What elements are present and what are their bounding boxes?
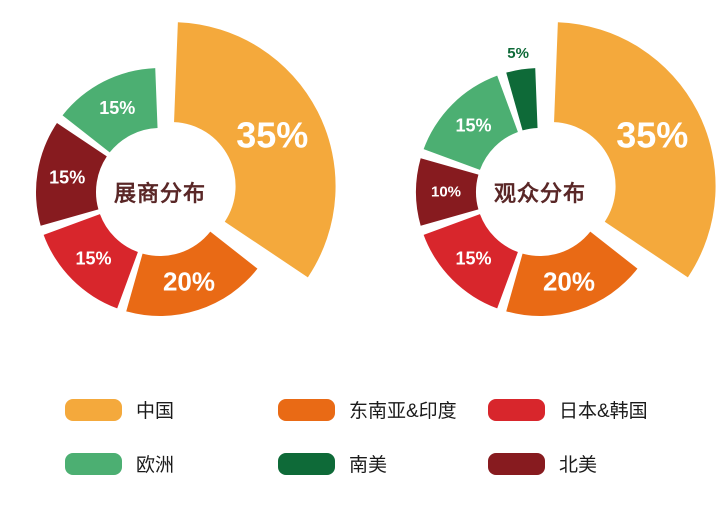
visitor-donut-svg: 35% 20% 15% 10% 15% 5% [415,22,716,317]
europe-color-swatch [65,452,122,475]
slice-percent-label: 15% [99,98,135,118]
sea-india-color-swatch [278,398,335,421]
legend-label-south-america: 南美 [349,455,388,476]
donut-slice [415,158,479,226]
slice-percent-label: 35% [236,114,308,155]
legend-item-europe: 欧洲 [65,450,278,477]
legend-label-europe: 欧洲 [136,455,175,476]
slice-percent-label: 15% [49,167,85,187]
visitor-chart-title: 观众分布 [493,181,587,206]
exhibitor-donut-svg: 35% 20% 15% 15% 15% [35,22,336,317]
south-america-color-swatch [278,452,335,475]
exhibitor-distribution-chart: 35% 20% 15% 15% 15% 展商分布 [0,0,360,372]
north-america-color-swatch [488,452,545,475]
donut-slice [174,22,336,278]
legend-item-japan-korea: 日本&韩国 [488,396,720,423]
donut-slice [423,75,518,170]
donut-slice [43,214,138,309]
exhibitor-chart-title: 展商分布 [113,181,207,206]
donut-slice [506,231,638,317]
slice-percent-label: 15% [455,116,491,136]
donut-slice [62,68,158,153]
legend-label-china: 中国 [136,401,175,422]
donut-slice [423,214,518,309]
slice-percent-label: 35% [616,114,688,155]
legend-item-sea-india: 东南亚&印度 [278,396,488,423]
slice-percent-label: 15% [455,249,491,269]
donut-slice [126,231,258,317]
donut-slice [506,68,538,131]
visitor-distribution-chart: 35% 20% 15% 10% 15% 5% 观众分布 [360,0,720,372]
slice-percent-label: 15% [75,249,111,269]
legend: 中国 东南亚&印度 日本&韩国 欧洲 南美 北美 [0,396,720,477]
slice-percent-label: 20% [543,266,595,296]
legend-label-sea-india: 东南亚&印度 [349,401,457,422]
slice-percent-label: 5% [507,45,529,62]
legend-label-north-america: 北美 [559,455,598,476]
legend-item-south-america: 南美 [278,450,488,477]
donut-slice [35,123,107,226]
legend-label-japan-korea: 日本&韩国 [559,401,648,422]
china-color-swatch [65,398,122,421]
donut-slice [554,22,716,278]
japan-korea-color-swatch [488,398,545,421]
legend-item-north-america: 北美 [488,450,720,477]
legend-item-china: 中国 [65,396,278,423]
slice-percent-label: 10% [431,184,461,201]
slice-percent-label: 20% [163,266,215,296]
charts-row: 35% 20% 15% 15% 15% 展商分布 35% 20% 15% 10% 15% 5% 观… [0,0,720,372]
